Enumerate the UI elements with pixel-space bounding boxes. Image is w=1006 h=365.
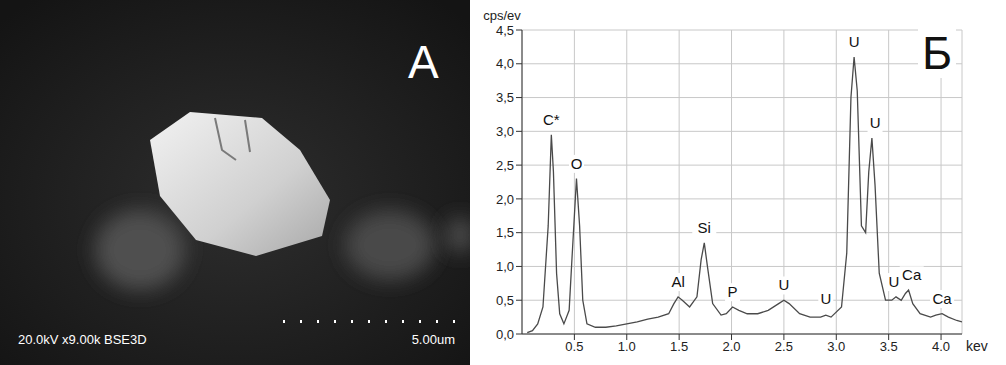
- svg-text:3,5: 3,5: [496, 90, 514, 105]
- svg-text:4.0: 4.0: [932, 339, 950, 354]
- svg-text:2,0: 2,0: [496, 192, 514, 207]
- svg-text:U: U: [849, 33, 860, 50]
- svg-text:1,0: 1,0: [496, 259, 514, 274]
- svg-text:kev: kev: [966, 338, 988, 354]
- svg-text:1,5: 1,5: [496, 225, 514, 240]
- svg-text:1.0: 1.0: [618, 339, 636, 354]
- svg-text:U: U: [778, 276, 789, 293]
- svg-text:U: U: [888, 273, 899, 290]
- svg-text:A: A: [408, 36, 439, 88]
- svg-text:cps/ev: cps/ev: [483, 8, 521, 23]
- svg-text:0.5: 0.5: [565, 339, 583, 354]
- svg-text:U: U: [870, 114, 881, 131]
- svg-text:3.0: 3.0: [827, 339, 845, 354]
- svg-text:Si: Si: [698, 219, 711, 236]
- svg-text:4,0: 4,0: [496, 56, 514, 71]
- svg-text:Al: Al: [671, 273, 684, 290]
- svg-text:0,5: 0,5: [496, 293, 514, 308]
- html-text:Б: Б: [922, 27, 953, 79]
- svg-text:4,5: 4,5: [496, 23, 514, 38]
- svg-text:3.5: 3.5: [880, 339, 898, 354]
- svg-text:20.0kV x9.00k BSE3D: 20.0kV x9.00k BSE3D: [18, 332, 147, 347]
- svg-text:C*: C*: [543, 111, 560, 128]
- svg-text:2.0: 2.0: [722, 339, 740, 354]
- svg-text:P: P: [728, 283, 738, 300]
- svg-text:2,5: 2,5: [496, 158, 514, 173]
- svg-text:1.5: 1.5: [670, 339, 688, 354]
- svg-text:0,0: 0,0: [496, 327, 514, 342]
- svg-text:3,0: 3,0: [496, 124, 514, 139]
- svg-text:5.00um: 5.00um: [412, 332, 455, 347]
- svg-text:Ca: Ca: [933, 290, 953, 307]
- svg-text:Ca: Ca: [902, 266, 922, 283]
- svg-text:O: O: [571, 155, 583, 172]
- svg-text:2.5: 2.5: [775, 339, 793, 354]
- svg-text:U: U: [820, 290, 831, 307]
